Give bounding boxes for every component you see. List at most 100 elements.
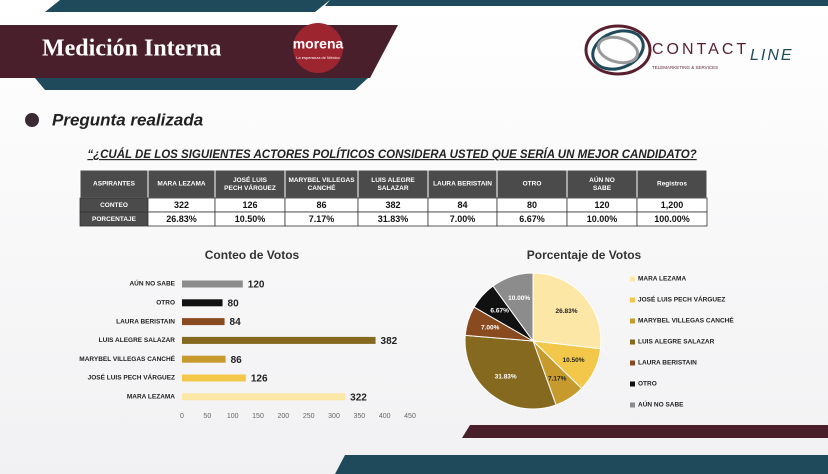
legend-label: AÚN NO SABE <box>638 400 684 409</box>
globe-ring <box>584 24 652 76</box>
x-tick-label: 350 <box>353 413 365 420</box>
bottom-stripe <box>335 455 828 474</box>
bar <box>182 318 225 326</box>
legend-swatch <box>630 381 635 387</box>
data-label: 7.00% <box>481 324 500 331</box>
brand-a: CONTACT <box>652 41 749 58</box>
bottom-stripe <box>462 425 828 438</box>
legend-swatch <box>630 318 635 324</box>
y-tick-label: LUIS ALEGRE SALAZAR <box>99 337 176 344</box>
data-label: 84 <box>230 317 242 328</box>
brand-b: LINE <box>750 47 794 64</box>
section-title: Pregunta realizada <box>52 110 203 129</box>
x-tick-label: 150 <box>252 413 264 420</box>
title-banner-shadow <box>35 78 368 90</box>
table-cell: 100.00% <box>654 214 690 224</box>
bar <box>182 393 346 401</box>
legend-swatch <box>630 276 635 282</box>
data-label: 26.83% <box>555 308 577 315</box>
data-label: 10.50% <box>562 357 584 364</box>
table-cell: 7.17% <box>309 214 335 224</box>
data-label: 322 <box>350 392 367 403</box>
legend-label: JOSÉ LUIS PECH VÁRGUEZ <box>638 295 725 304</box>
table-header-cell: ASPIRANTES <box>93 181 136 188</box>
x-tick-label: 0 <box>180 413 184 420</box>
party-logo <box>293 23 343 73</box>
table-cell: 31.83% <box>378 214 409 224</box>
x-tick-label: 400 <box>379 413 391 420</box>
question: “¿CUÁL DE LOS SIGUIENTES ACTORES POLÍTIC… <box>87 148 696 161</box>
globe-ring <box>591 29 645 71</box>
data-label: 80 <box>228 298 240 309</box>
table-header-cell: OTRO <box>523 181 542 188</box>
table-header-bg <box>284 169 359 199</box>
table-header-cell: JOSÉ LUIS PECH VÁRGUEZ <box>224 175 276 192</box>
data-label: 86 <box>231 355 243 366</box>
data-label: 120 <box>248 280 265 291</box>
globe-ring <box>596 35 640 65</box>
table-cell: CONTEO <box>100 202 128 209</box>
table-cell: 6.67% <box>519 214 545 224</box>
x-tick-label: 50 <box>203 413 211 420</box>
table-header-cell: AÚN NO SABE <box>589 175 615 192</box>
y-tick-label: LAURA BERISTAIN <box>116 318 175 325</box>
party-tagline: La esperanza de México <box>296 55 340 60</box>
pie-slice <box>464 334 557 410</box>
table-cell: 322 <box>174 200 189 210</box>
y-tick-label: MARYBEL VILLEGAS CANCHÉ <box>79 354 175 363</box>
pie-slice <box>492 272 534 343</box>
data-label: 382 <box>381 336 398 347</box>
brand-tagline: TELEMARKETING & SERVICES <box>652 65 718 70</box>
bar <box>182 355 226 363</box>
y-tick-label: MARA LEZAMA <box>127 394 175 401</box>
table-cell-bg <box>636 211 708 227</box>
table-cell: 26.83% <box>166 214 197 224</box>
x-tick-label: 300 <box>328 413 340 420</box>
table-header-bg <box>427 169 498 199</box>
legend-swatch <box>630 297 635 303</box>
legend-label: LAURA BERISTAIN <box>638 360 697 367</box>
y-tick-label: OTRO <box>156 300 175 307</box>
bar <box>182 299 223 307</box>
y-tick-label: AÚN NO SABE <box>129 279 175 288</box>
table-header-cell: LAURA BERISTAIN <box>433 181 492 188</box>
table-cell: 7.00% <box>450 214 476 224</box>
table-cell: 10.00% <box>587 214 618 224</box>
table-cell: 80 <box>527 200 537 210</box>
data-label: 126 <box>251 374 268 385</box>
table-cell: 126 <box>242 200 257 210</box>
x-tick-label: 450 <box>404 413 416 420</box>
table-cell: 1,200 <box>661 200 684 210</box>
slide-title: Medición Interna <box>42 36 221 62</box>
chart-title: Porcentaje de Votos <box>527 248 642 262</box>
table-cell: 120 <box>594 200 609 210</box>
table-header-bg <box>636 169 708 199</box>
x-tick-label: 250 <box>303 413 315 420</box>
top-stripe <box>325 0 828 6</box>
table-header-cell: MARA LEZAMA <box>157 181 205 188</box>
legend-swatch <box>630 360 635 366</box>
table-cell: 382 <box>385 200 400 210</box>
chart-title: Conteo de Votos <box>205 248 300 262</box>
table-cell: 10.50% <box>235 214 266 224</box>
table-header-cell: LUIS ALEGRE SALAZAR <box>371 177 415 192</box>
data-label: 10.00% <box>508 295 530 302</box>
legend-label: MARYBEL VILLEGAS CANCHÉ <box>638 316 734 325</box>
table-header-cell: Registros <box>657 181 687 188</box>
legend-label: OTRO <box>638 381 657 388</box>
data-label: 31.83% <box>495 373 517 380</box>
table-header-cell: MARYBEL VILLEGAS CANCHÉ <box>288 177 355 192</box>
table-cell: PORCENTAJE <box>92 216 137 223</box>
legend-swatch <box>630 339 635 345</box>
table-cell: 84 <box>457 200 467 210</box>
bar <box>182 336 376 344</box>
pie-slice <box>532 272 602 350</box>
data-label: 6.67% <box>490 308 509 315</box>
x-tick-label: 200 <box>277 413 289 420</box>
table-cell: 86 <box>316 200 326 210</box>
table-header-bg <box>496 169 568 199</box>
legend-label: MARA LEZAMA <box>638 276 686 283</box>
brand-globe <box>584 24 652 76</box>
bar <box>182 280 243 288</box>
